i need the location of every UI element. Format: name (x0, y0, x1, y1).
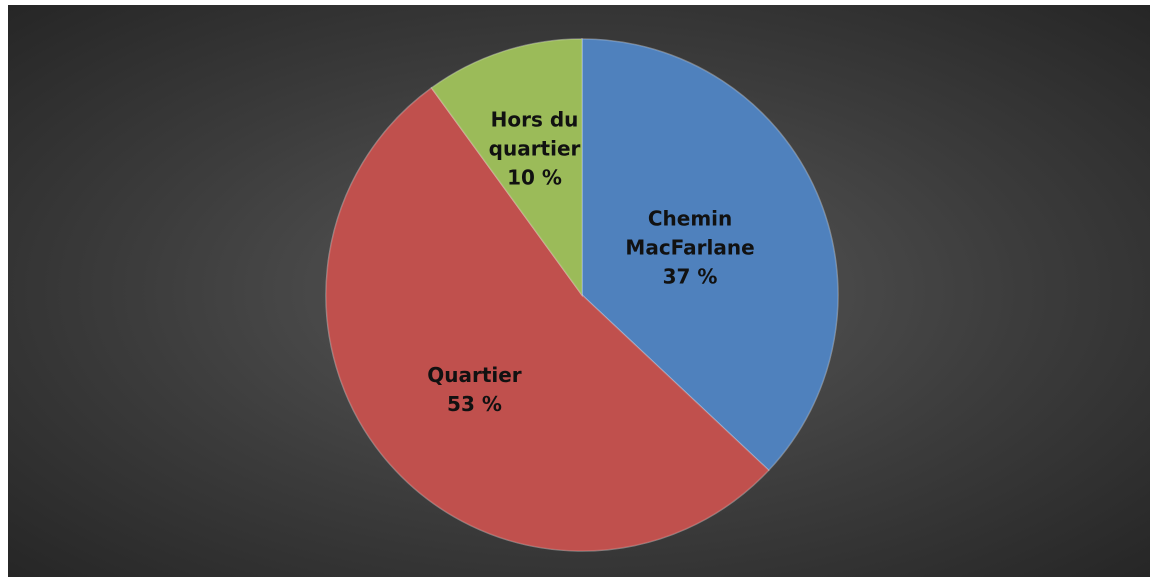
pie-area (325, 38, 839, 552)
slice-shade (431, 39, 582, 295)
slice-shade (326, 87, 769, 551)
category-label: Chemin MacFarlane (625, 206, 755, 260)
chart: Chemin MacFarlane 37 % Quartier 53 % Hors du… (8, 5, 1150, 577)
slice-shade (582, 39, 838, 471)
slice-label: Quartier 53 % (409, 361, 539, 419)
category-label: Quartier (427, 362, 522, 387)
value-label: 53 % (447, 391, 502, 416)
slice-label: Hors du quartier 10 % (470, 105, 600, 192)
value-label: 10 % (507, 165, 562, 190)
slice-label: Chemin MacFarlane 37 % (625, 205, 755, 292)
value-label: 37 % (662, 264, 718, 289)
category-label: Hors du quartier (488, 107, 581, 161)
